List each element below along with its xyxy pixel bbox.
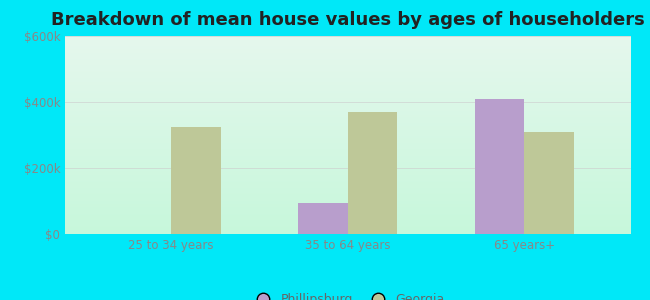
Title: Breakdown of mean house values by ages of householders: Breakdown of mean house values by ages o… — [51, 11, 645, 29]
Bar — [171, 127, 220, 234]
Bar — [298, 203, 348, 234]
Bar — [525, 132, 574, 234]
Legend: Phillipsburg, Georgia: Phillipsburg, Georgia — [246, 288, 450, 300]
Bar — [348, 112, 397, 234]
Bar — [475, 99, 525, 234]
